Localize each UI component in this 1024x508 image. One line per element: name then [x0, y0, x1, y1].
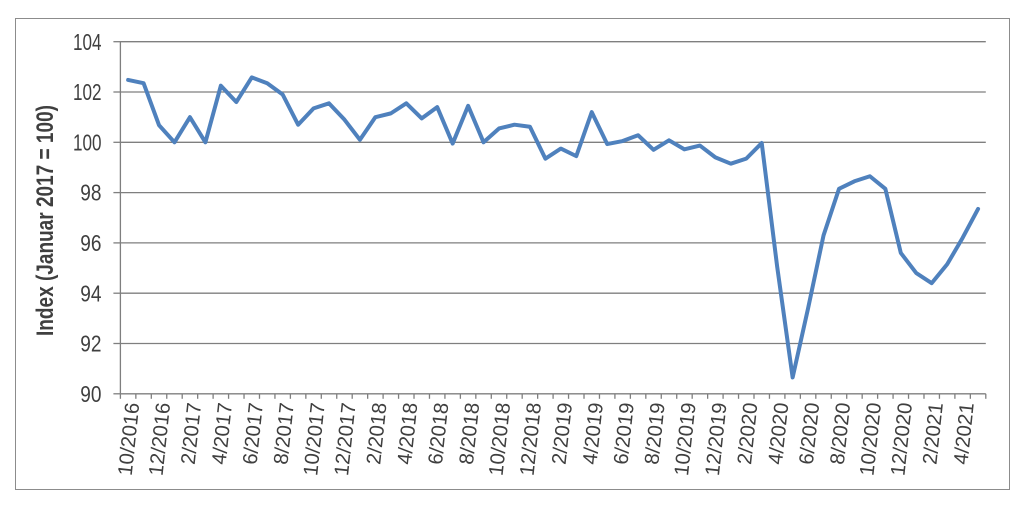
svg-text:102: 102	[73, 79, 102, 105]
svg-text:98: 98	[80, 180, 101, 206]
svg-text:Index (Januar 2017 = 100): Index (Januar 2017 = 100)	[32, 105, 59, 336]
svg-text:92: 92	[80, 331, 101, 357]
svg-text:100: 100	[73, 129, 102, 155]
svg-text:94: 94	[80, 280, 101, 306]
svg-text:96: 96	[80, 230, 101, 256]
svg-text:104: 104	[73, 29, 102, 55]
svg-text:90: 90	[80, 381, 101, 407]
